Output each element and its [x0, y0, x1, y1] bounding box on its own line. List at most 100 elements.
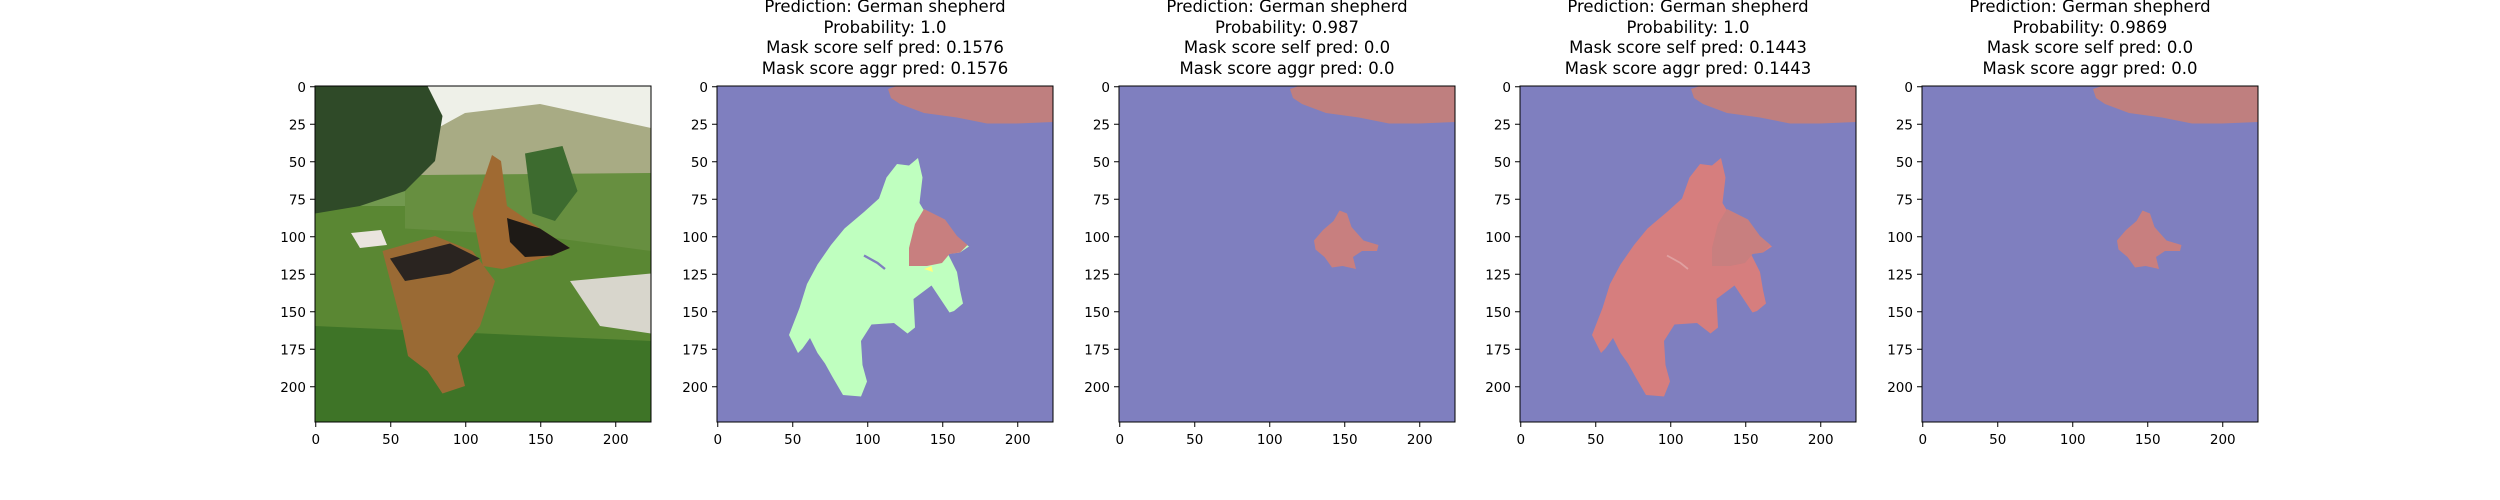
y-tick-label: 100 — [280, 230, 306, 246]
title-line: Mask score aggr pred: 0.0 — [1179, 58, 1395, 78]
y-tick-label: 150 — [1485, 305, 1511, 321]
y-tick-label: 75 — [289, 192, 306, 208]
y-tick-label: 25 — [1896, 117, 1913, 133]
y-tick-label: 175 — [1084, 342, 1110, 358]
segmentation-mask-image — [1119, 86, 1455, 422]
dog-photo-image — [315, 86, 651, 422]
y-tick-label: 0 — [1904, 80, 1913, 96]
panel-title: Prediction: German shepherd Probability: … — [1518, 0, 1858, 79]
y-tick-label: 100 — [1887, 230, 1913, 246]
y-tick-label: 150 — [1887, 305, 1913, 321]
title-line: Probability: 0.987 — [1214, 17, 1360, 37]
x-tick-label: 150 — [2135, 432, 2161, 448]
y-tick-label: 125 — [682, 267, 708, 283]
mask-panel-1: Prediction: German shepherd Probability: … — [657, 0, 1113, 500]
input-photo-panel: 0 50 100 150 200 0 25 50 75 100 125 150 175 200 — [255, 0, 711, 500]
x-tick-label: 200 — [1407, 432, 1433, 448]
title-line: Prediction: German shepherd — [764, 0, 1006, 16]
top-mask-region — [1290, 86, 1455, 124]
y-tick-label: 50 — [1896, 155, 1913, 171]
x-tick-label: 50 — [1989, 432, 2006, 448]
y-tick-label: 175 — [280, 342, 306, 358]
y-tick-label: 200 — [1887, 380, 1913, 396]
y-tick-label: 0 — [1101, 80, 1110, 96]
mask-panel-4: Prediction: German shepherd Probability: … — [1862, 0, 2318, 500]
panel-axes: 0 50 100 150 200 0 25 50 75 100 125 150 175 200 — [1887, 80, 2259, 448]
y-tick-label: 25 — [1494, 117, 1511, 133]
mask-panel-3: Prediction: German shepherd Probability: … — [1460, 0, 1916, 500]
title-line: Mask score aggr pred: 0.1443 — [1564, 58, 1812, 78]
x-tick-label: 0 — [713, 432, 722, 448]
y-tick-label: 100 — [1084, 230, 1110, 246]
title-line: Mask score aggr pred: 0.1576 — [761, 58, 1009, 78]
mask-gap — [863, 254, 886, 270]
y-tick-label: 0 — [1502, 80, 1511, 96]
axes-frame — [1519, 85, 1857, 423]
y-tick-label: 175 — [682, 342, 708, 358]
title-line: Prediction: German shepherd — [1166, 0, 1408, 16]
x-tick-label: 100 — [2060, 432, 2086, 448]
x-tick-label: 100 — [1658, 432, 1684, 448]
y-tick-label: 25 — [289, 117, 306, 133]
title-line: Prediction: German shepherd — [1567, 0, 1809, 16]
y-tick-label: 150 — [682, 305, 708, 321]
y-tick-label: 75 — [691, 192, 708, 208]
mask-panel-2: Prediction: German shepherd Probability: … — [1059, 0, 1515, 500]
panel-axes: 0 50 100 150 200 0 25 50 75 100 125 150 175 200 — [280, 80, 652, 448]
x-tick-label: 100 — [855, 432, 881, 448]
axes-frame — [314, 85, 652, 423]
title-line: Probability: 1.0 — [823, 17, 947, 37]
axes-frame — [1118, 85, 1456, 423]
background-mask-region — [1922, 86, 2258, 422]
x-tick-label: 200 — [1005, 432, 1031, 448]
panel-title: Prediction: German shepherd Probability: … — [1920, 0, 2260, 79]
title-line: Mask score self pred: 0.0 — [1183, 38, 1391, 57]
y-tick-label: 50 — [1093, 155, 1110, 171]
y-tick-label: 125 — [1084, 267, 1110, 283]
panel-axes: 0 50 100 150 200 0 25 50 75 100 125 150 175 200 — [682, 80, 1054, 448]
x-tick-label: 0 — [1516, 432, 1525, 448]
y-tick-label: 50 — [691, 155, 708, 171]
yellow-mask-fleck — [924, 266, 933, 272]
y-tick-label: 125 — [1887, 267, 1913, 283]
x-tick-label: 50 — [1587, 432, 1604, 448]
x-tick-label: 150 — [1332, 432, 1358, 448]
x-tick-label: 150 — [528, 432, 554, 448]
title-line: Mask score aggr pred: 0.0 — [1982, 58, 2198, 78]
top-mask-region — [888, 86, 1053, 124]
x-tick-label: 150 — [1733, 432, 1759, 448]
x-tick-label: 150 — [930, 432, 956, 448]
y-tick-label: 150 — [280, 305, 306, 321]
x-tick-label: 50 — [382, 432, 399, 448]
head-mask-region — [1712, 209, 1771, 266]
top-mask-region — [1691, 86, 1856, 124]
segmentation-mask-image — [717, 86, 1053, 422]
x-tick-label: 200 — [2210, 432, 2236, 448]
y-tick-label: 175 — [1887, 342, 1913, 358]
top-mask-region — [2093, 86, 2258, 124]
mask-gap — [1666, 254, 1689, 270]
y-tick-label: 0 — [699, 80, 708, 96]
title-line: Probability: 1.0 — [1626, 17, 1750, 37]
y-tick-label: 200 — [682, 380, 708, 396]
segmentation-mask-image — [1520, 86, 1856, 422]
y-tick-label: 125 — [280, 267, 306, 283]
y-tick-label: 100 — [1485, 230, 1511, 246]
y-tick-label: 75 — [1093, 192, 1110, 208]
title-line: Prediction: German shepherd — [1969, 0, 2211, 16]
y-tick-label: 150 — [1084, 305, 1110, 321]
y-tick-label: 0 — [297, 80, 306, 96]
segmentation-mask-image — [1922, 86, 2258, 422]
y-tick-label: 50 — [289, 155, 306, 171]
x-tick-label: 100 — [1257, 432, 1283, 448]
head-mask-region — [1314, 210, 1379, 269]
y-tick-label: 75 — [1896, 192, 1913, 208]
x-tick-label: 100 — [453, 432, 479, 448]
title-line: Mask score self pred: 0.1576 — [766, 38, 1004, 57]
head-mask-region — [909, 209, 968, 266]
panel-title: Prediction: German shepherd Probability: … — [1117, 0, 1457, 79]
background-mask-region — [1119, 86, 1455, 422]
panel-axes: 0 50 100 150 200 0 25 50 75 100 125 150 175 200 — [1485, 80, 1857, 448]
x-tick-label: 0 — [1115, 432, 1124, 448]
x-tick-label: 200 — [1808, 432, 1834, 448]
